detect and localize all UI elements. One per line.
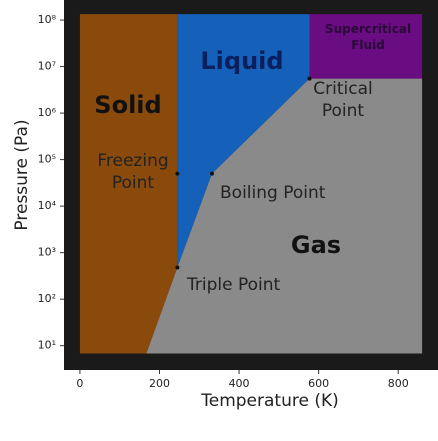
y-tick-label: 10⁷ [38,60,56,73]
phase-point [175,265,180,270]
x-tick-label: 600 [308,377,329,390]
point-label: Freezing Point [97,151,169,194]
y-axis-label: Pressure (Pa) [12,119,32,230]
region-label: Gas [290,231,342,259]
phase-region [146,78,423,354]
y-tick-label: 10¹ [38,339,56,352]
region-label: Supercritical Fluid [324,22,412,52]
phase-region [177,14,310,268]
point-label: Triple Point [187,275,281,295]
x-tick-label: 400 [229,377,250,390]
point-label: Boiling Point [220,183,326,203]
y-tick-label: 10⁵ [38,153,56,166]
phase-point [307,76,312,81]
y-tick-label: 10⁴ [38,199,57,212]
y-tick-label: 10² [38,292,56,305]
phase-point [210,171,215,176]
point-label: Critical Point [313,79,373,122]
x-tick-label: 800 [388,377,409,390]
phase-region [309,14,423,79]
region-label: Liquid [200,47,284,75]
y-tick-label: 10⁸ [38,13,57,26]
phase-point [175,171,180,176]
phase-region [79,14,178,354]
y-tick-label: 10⁶ [38,106,57,119]
y-tick-label: 10³ [38,246,56,259]
x-tick-label: 200 [149,377,170,390]
x-axis-label: Temperature (K) [200,391,339,411]
region-label: Solid [94,91,162,119]
x-tick-label: 0 [76,377,83,390]
